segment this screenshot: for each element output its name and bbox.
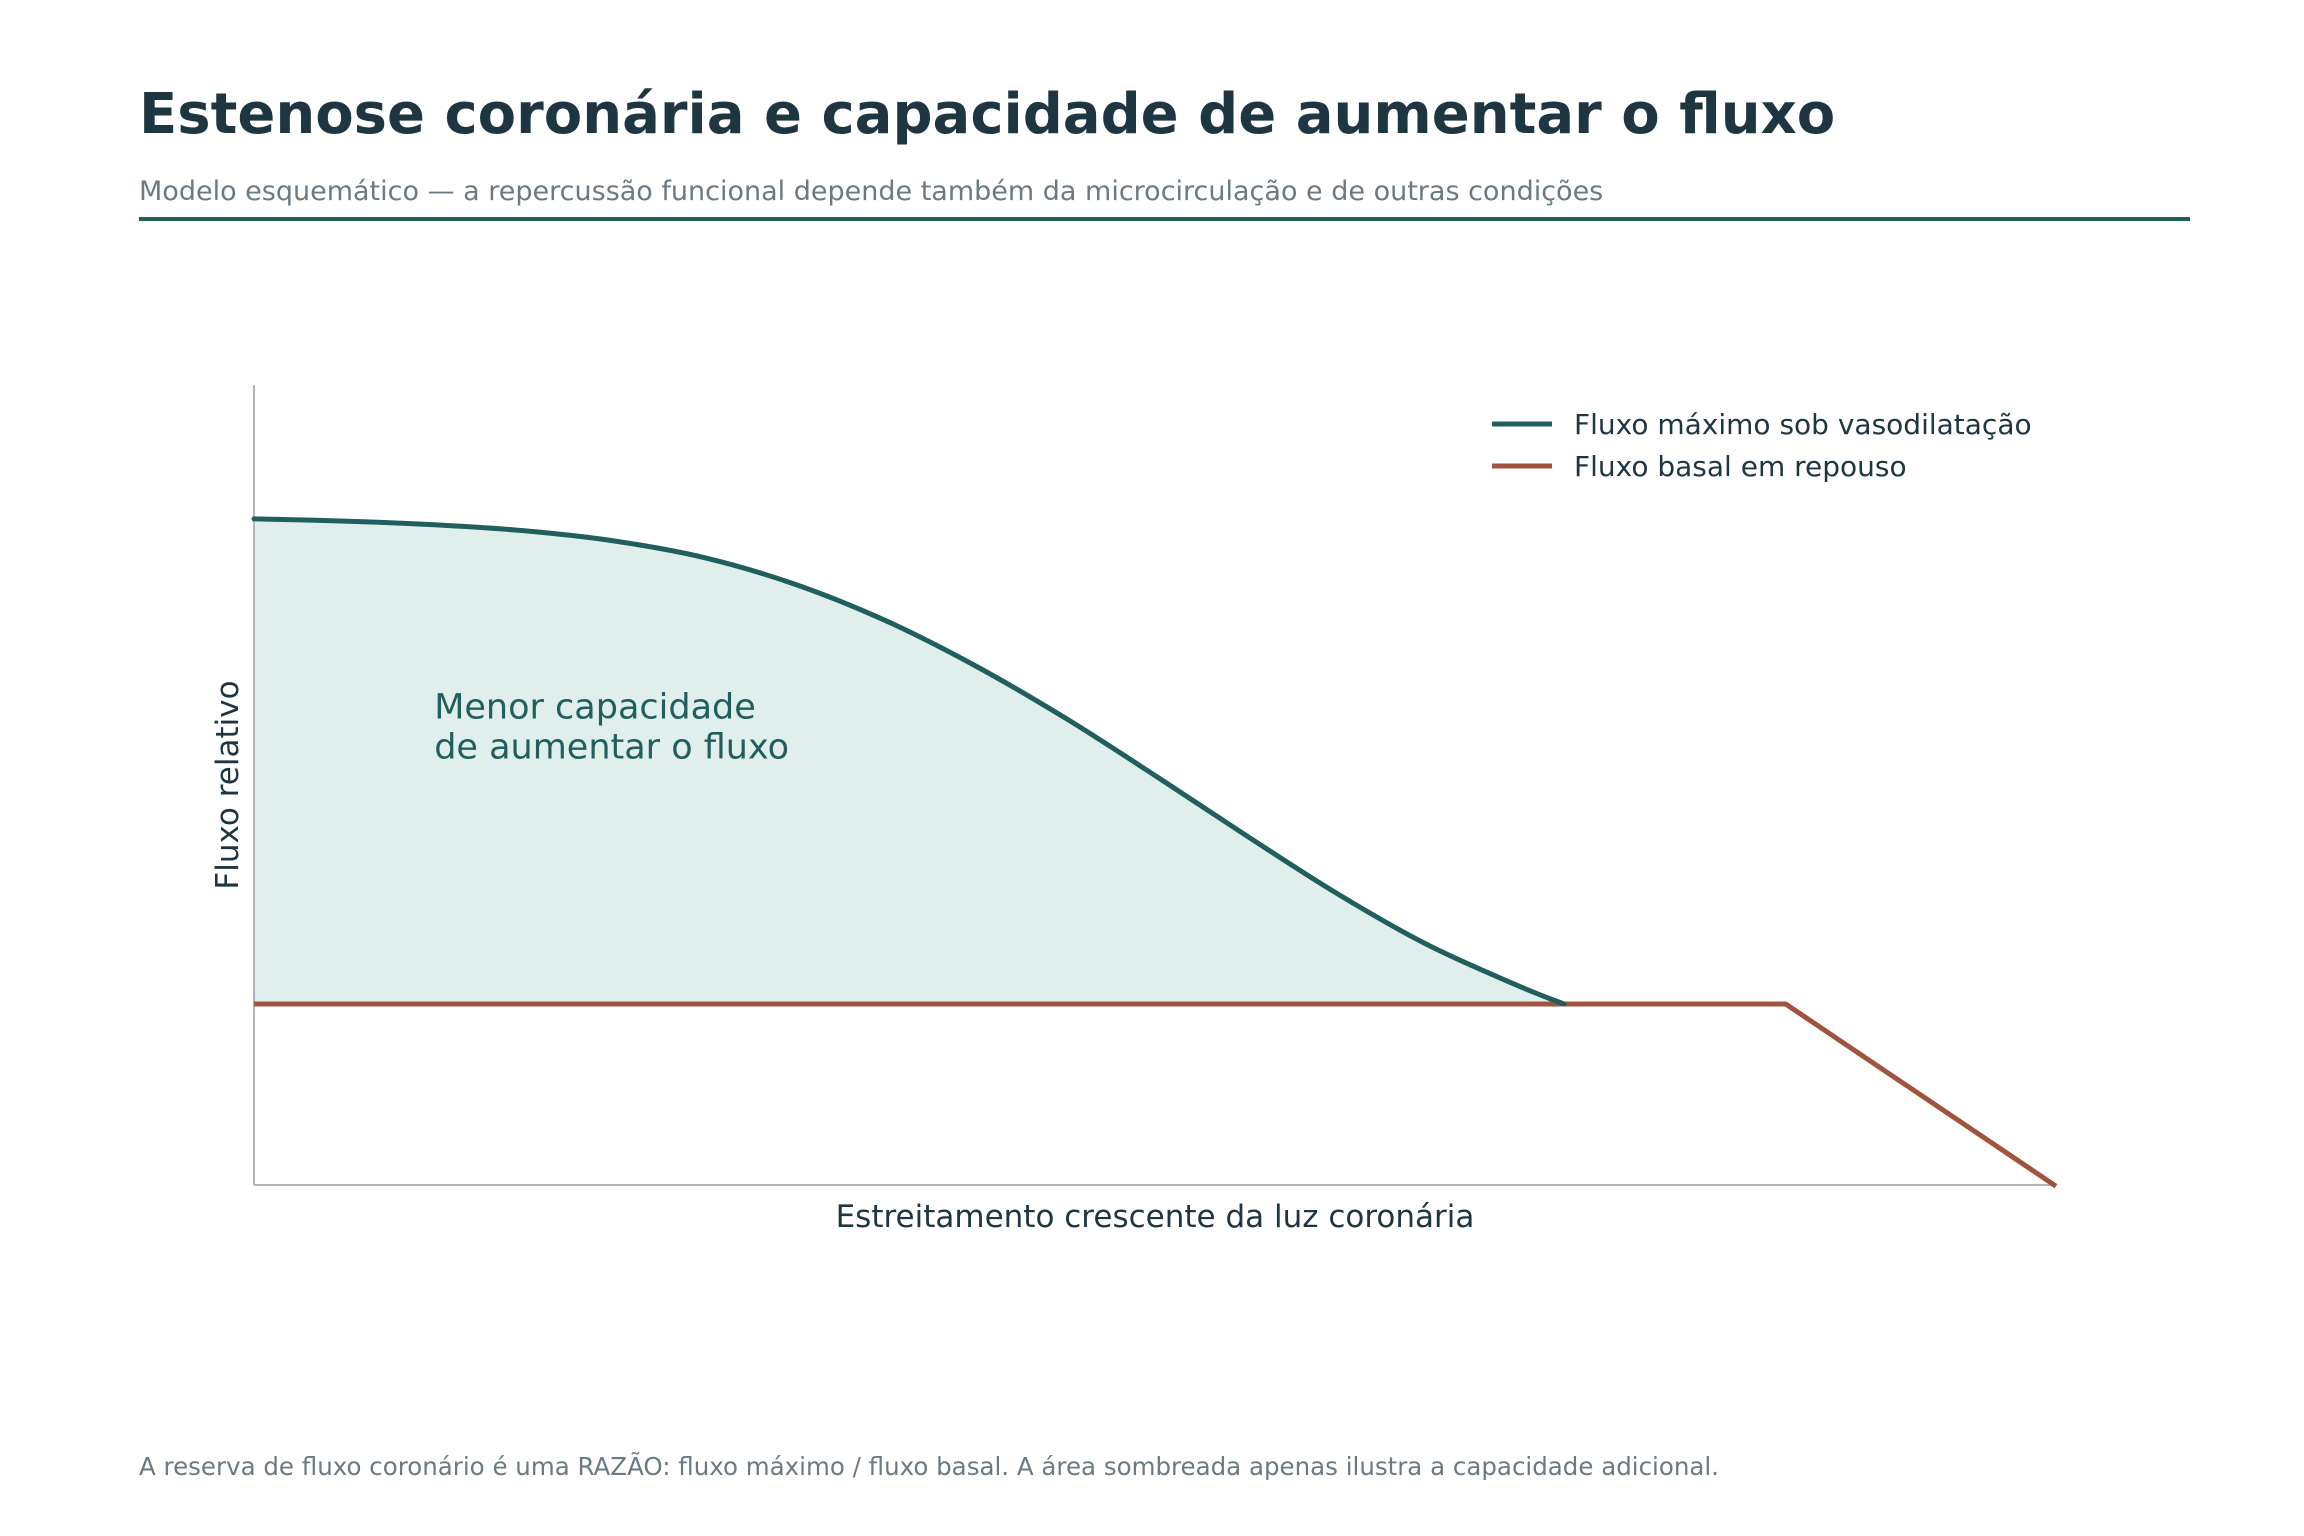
reserve-shaded-area	[254, 518, 1565, 1004]
x-axis-label: Estreitamento crescente da luz coronária	[836, 1199, 1475, 1235]
series-line-max-flow	[251, 516, 1567, 1007]
shaded-area-label-line-1: Menor capacidade	[434, 687, 756, 727]
shaded-area-label-line-2: de aumentar o fluxo	[434, 727, 789, 767]
footnote: A reserva de fluxo coronário é uma RAZÃO…	[139, 1452, 1719, 1481]
page-title: Estenose coronária e capacidade de aumen…	[139, 82, 1836, 147]
legend-label-max-flow: Fluxo máximo sob vasodilatação	[1574, 408, 2032, 441]
series-layer	[251, 516, 2058, 1189]
legend-label-basal-flow: Fluxo basal em repouso	[1574, 450, 1907, 483]
legend-item-max-flow: Fluxo máximo sob vasodilatação	[1492, 408, 2032, 441]
y-axis-label: Fluxo relativo	[210, 680, 246, 889]
legend: Fluxo máximo sob vasodilatação Fluxo bas…	[1492, 408, 2032, 483]
shaded-area-label: Menor capacidade de aumentar o fluxo	[434, 687, 789, 767]
series-line-basal-flow	[254, 1001, 2058, 1189]
title-divider	[139, 217, 2190, 221]
legend-item-basal-flow: Fluxo basal em repouso	[1492, 450, 1907, 483]
page-subtitle: Modelo esquemático — a repercussão funci…	[139, 176, 1604, 207]
